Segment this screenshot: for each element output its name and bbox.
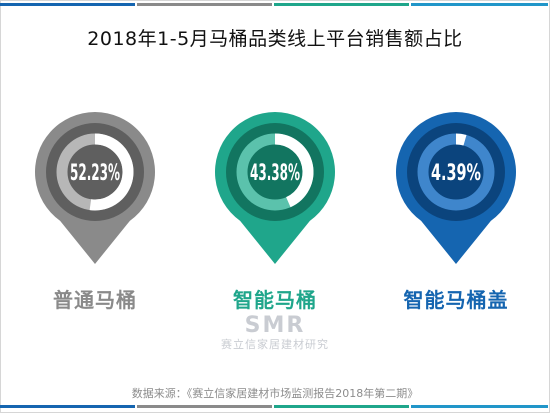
value-label-smart-toilet-seat: 4.39%: [431, 161, 481, 186]
watermark-text: 赛立信家居建材研究: [221, 338, 329, 351]
category-label-smart-toilet-seat: 智能马桶盖: [403, 288, 509, 312]
top-stripe-3: [274, 3, 409, 6]
bottom-stripe-2: [137, 405, 272, 408]
pin-center-smart-toilet: [248, 145, 302, 199]
watermark-logo: SMR: [244, 313, 306, 338]
bottom-stripe-1: [0, 405, 135, 408]
bottom-stripe-4: [411, 405, 548, 408]
category-label-ordinary-toilet: 普通马桶: [53, 288, 137, 312]
source-note: 数据来源：《赛立信家居建材市场监测报告2018年第二期》: [131, 387, 419, 400]
category-label-smart-toilet: 智能马桶: [233, 288, 317, 312]
top-stripe-1: [0, 3, 135, 6]
chart-title: 2018年1-5月马桶品类线上平台销售额占比: [87, 28, 463, 50]
top-stripe-2: [137, 3, 272, 6]
pin-center-smart-toilet-seat: [429, 145, 483, 199]
top-stripe-4: [411, 3, 548, 6]
pin-center-ordinary-toilet: [68, 145, 122, 199]
watermark: SMR 赛立信家居建材研究: [205, 314, 345, 352]
value-label-smart-toilet: 43.38%: [250, 161, 300, 186]
ring-value-smart-toilet-seat: [455, 133, 467, 146]
bottom-stripe-3: [274, 405, 409, 408]
ring-value-ordinary-toilet: [89, 133, 134, 211]
value-label-ordinary-toilet: 52.23%: [70, 161, 120, 186]
ring-value-smart-toilet: [274, 133, 314, 208]
